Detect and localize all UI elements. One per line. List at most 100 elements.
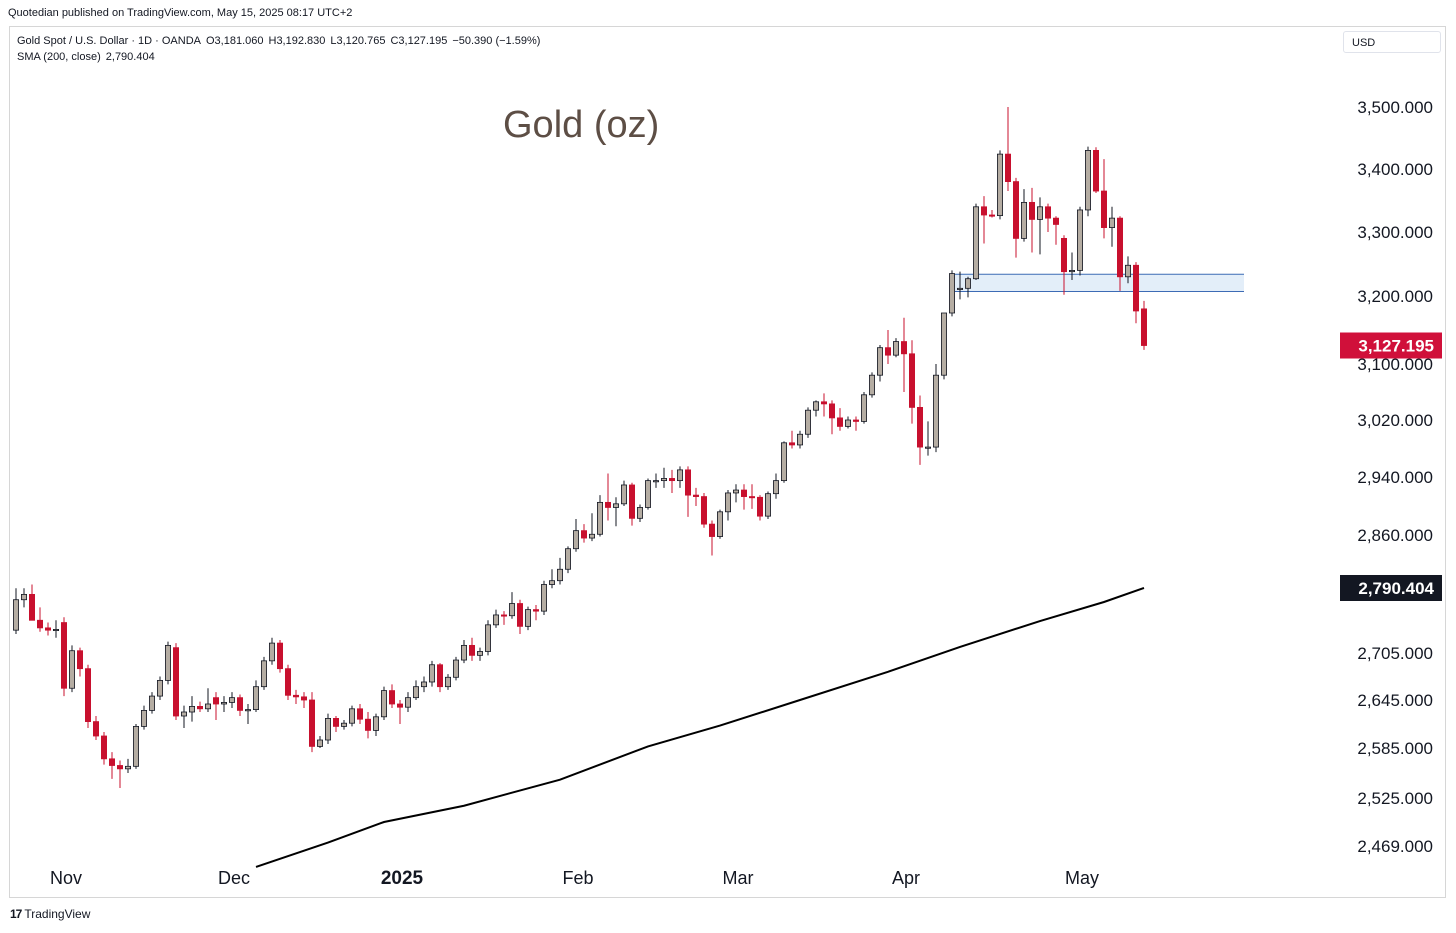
candle[interactable] [476,647,483,661]
candle[interactable] [1117,216,1124,291]
candle[interactable] [613,497,620,527]
candle[interactable] [581,524,588,543]
candle[interactable] [525,606,532,631]
candle[interactable] [452,656,459,681]
candle[interactable] [869,372,876,398]
candle[interactable] [1141,300,1148,350]
candle[interactable] [533,605,540,621]
candle[interactable] [901,317,908,392]
candle[interactable] [204,688,211,712]
candle[interactable] [236,694,243,716]
candle[interactable] [845,416,852,429]
candle[interactable] [741,484,748,510]
candle[interactable] [1029,187,1036,253]
candle[interactable] [500,611,507,625]
candle[interactable] [85,664,92,728]
candle[interactable] [444,674,451,690]
candle[interactable] [589,513,596,542]
candle[interactable] [621,480,628,506]
candle[interactable] [1101,159,1108,239]
candle[interactable] [380,686,387,720]
candle[interactable] [372,713,379,736]
legend-indicator[interactable]: SMA (200, close) [17,51,101,63]
candle[interactable] [1045,203,1052,232]
candle[interactable] [965,276,972,298]
candle[interactable] [61,617,68,697]
candle[interactable] [573,519,580,552]
candle[interactable] [93,716,100,740]
candle[interactable] [348,705,355,727]
candle[interactable] [508,592,515,619]
candle[interactable] [749,484,756,509]
candle[interactable] [1093,147,1100,193]
candle[interactable] [436,663,443,693]
candle[interactable] [669,469,676,493]
candle[interactable] [284,664,291,700]
candle[interactable] [813,400,820,417]
candle[interactable] [733,484,740,503]
candle[interactable] [821,393,828,417]
support-zone[interactable] [954,274,1244,292]
candle[interactable] [77,647,84,677]
candle[interactable] [188,696,195,722]
candle[interactable] [549,569,556,589]
candle[interactable] [156,676,163,701]
candle[interactable] [973,203,980,280]
candle[interactable] [180,705,187,728]
candle[interactable] [629,482,636,526]
candle[interactable] [829,400,836,435]
candle[interactable] [12,588,19,634]
candle[interactable] [172,643,179,720]
candle[interactable] [148,692,155,714]
candle[interactable] [789,430,796,449]
candle[interactable] [228,692,235,708]
candle[interactable] [420,676,427,693]
candle[interactable] [565,546,572,574]
candle[interactable] [757,495,764,521]
candle[interactable] [957,271,964,300]
candle[interactable] [252,680,259,712]
sma-200-line[interactable] [255,587,1145,868]
candle[interactable] [484,620,491,656]
candle[interactable] [404,692,411,712]
candle[interactable] [685,466,692,517]
candle[interactable] [101,732,108,765]
candle[interactable] [725,490,732,521]
candle[interactable] [364,712,371,739]
candle[interactable] [388,684,395,708]
candle[interactable] [861,392,868,424]
candle[interactable] [605,473,612,521]
candle[interactable] [797,430,804,449]
candle[interactable] [1069,252,1076,280]
candle[interactable] [28,584,35,621]
candle[interactable] [981,196,988,244]
candle[interactable] [997,150,1004,220]
candle[interactable] [637,504,644,522]
candle[interactable] [332,716,339,732]
candle[interactable] [541,580,548,615]
candle[interactable] [805,407,812,438]
candle[interactable] [909,340,916,424]
candle[interactable] [37,607,44,632]
candle[interactable] [140,705,147,730]
candle[interactable] [164,641,171,685]
candle[interactable] [837,408,844,431]
candle[interactable] [1053,216,1060,245]
candle[interactable] [324,713,331,744]
candle[interactable] [196,701,203,712]
currency-button[interactable]: USD [1343,31,1441,53]
candle[interactable] [468,637,475,661]
candle[interactable] [1109,206,1116,247]
candle[interactable] [853,416,860,431]
candle[interactable] [773,473,780,499]
candle[interactable] [1037,197,1044,255]
candle[interactable] [428,660,435,687]
candle[interactable] [1061,235,1068,295]
candle[interactable] [244,704,251,724]
candle[interactable] [885,330,892,364]
candle[interactable] [316,736,323,748]
candle[interactable] [917,395,924,465]
candle[interactable] [877,344,884,382]
candle[interactable] [460,640,467,664]
candle[interactable] [661,467,668,488]
